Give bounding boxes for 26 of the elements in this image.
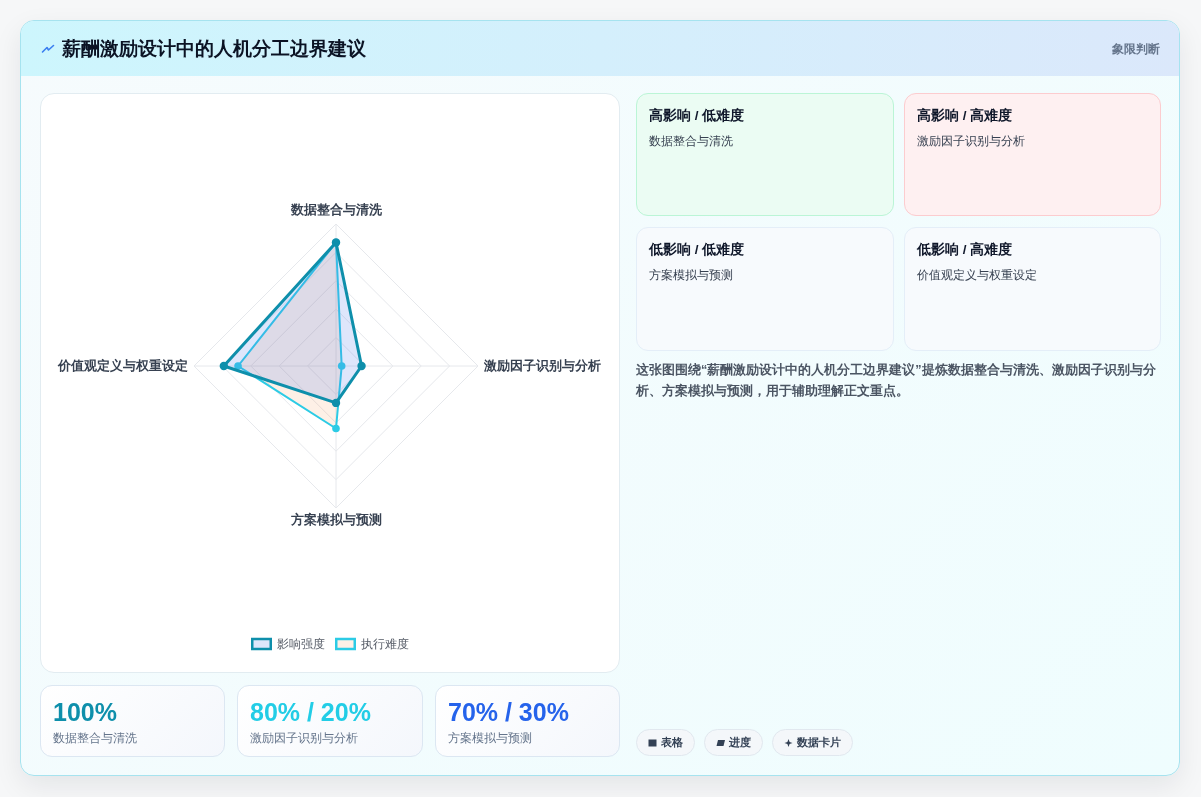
text: 这张图围绕“薪酬激励设计中的人机分工边界建议”提炼数据整合与清洗、激励因子识别与分析、方案模拟与预测，用于辅助理解正文重点。: [636, 362, 1157, 400]
text: 方案模拟与预测: [448, 730, 532, 746]
spoke-label: 价值观定义与权重设定: [57, 358, 188, 373]
text: 100%: [53, 697, 117, 727]
spoke-label: 激励因子识别与分析: [483, 359, 601, 373]
text: 进度: [729, 735, 751, 750]
text: 高影响 / 低难度: [649, 107, 745, 125]
text: 高影响 / 高难度: [917, 107, 1013, 125]
text: 方案模拟与预测: [649, 267, 733, 284]
text: 薪酬激励设计中的人机分工边界建议: [62, 37, 366, 61]
spoke-label: 数据整合与清洗: [289, 202, 383, 217]
text: 数据整合与清洗: [53, 730, 137, 746]
text: 表格: [661, 735, 683, 750]
text: 数据卡片: [797, 735, 841, 750]
text: 低影响 / 高难度: [917, 241, 1013, 259]
text: 象限判断: [1112, 41, 1160, 58]
text: 激励因子识别与分析: [250, 730, 358, 746]
text: 70% / 30%: [448, 697, 569, 727]
spoke-label: 方案模拟与预测: [289, 512, 382, 527]
text: 价值观定义与权重设定: [917, 267, 1037, 284]
legend-label: 影响强度: [277, 637, 325, 650]
text: 80% / 20%: [250, 697, 371, 727]
legend-label: 执行难度: [361, 637, 409, 650]
text: 低影响 / 低难度: [649, 241, 745, 259]
text: 激励因子识别与分析: [917, 133, 1025, 150]
text: 数据整合与清洗: [649, 133, 733, 150]
